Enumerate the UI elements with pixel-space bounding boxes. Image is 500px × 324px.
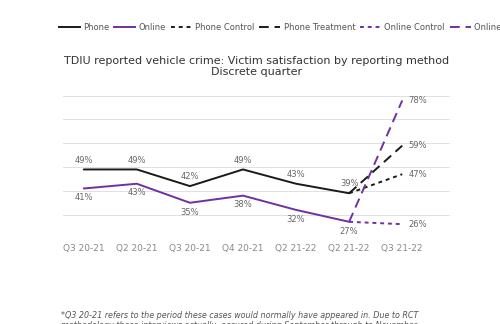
Text: 49%: 49%: [234, 156, 252, 165]
Title: TDIU reported vehicle crime: Victim satisfaction by reporting method
Discrete qu: TDIU reported vehicle crime: Victim sati…: [64, 56, 449, 77]
Text: 38%: 38%: [234, 200, 252, 209]
Text: 43%: 43%: [286, 170, 306, 179]
Text: 47%: 47%: [408, 170, 427, 179]
Text: 42%: 42%: [180, 172, 199, 181]
Text: 41%: 41%: [74, 193, 93, 202]
Legend: Phone, Online, Phone Control, Phone Treatment, Online Control, Online Treatment: Phone, Online, Phone Control, Phone Trea…: [59, 23, 500, 32]
Text: 59%: 59%: [408, 141, 427, 150]
Text: 39%: 39%: [340, 179, 358, 189]
Text: 78%: 78%: [408, 96, 428, 105]
Text: 49%: 49%: [128, 156, 146, 165]
Text: 49%: 49%: [74, 156, 93, 165]
Text: 32%: 32%: [286, 215, 306, 224]
Text: 27%: 27%: [340, 226, 358, 236]
Text: 43%: 43%: [128, 189, 146, 198]
Text: *Q3 20-21 refers to the period these cases would normally have appeared in. Due : *Q3 20-21 refers to the period these cas…: [61, 311, 419, 324]
Text: 35%: 35%: [180, 208, 199, 216]
Text: 26%: 26%: [408, 220, 427, 229]
